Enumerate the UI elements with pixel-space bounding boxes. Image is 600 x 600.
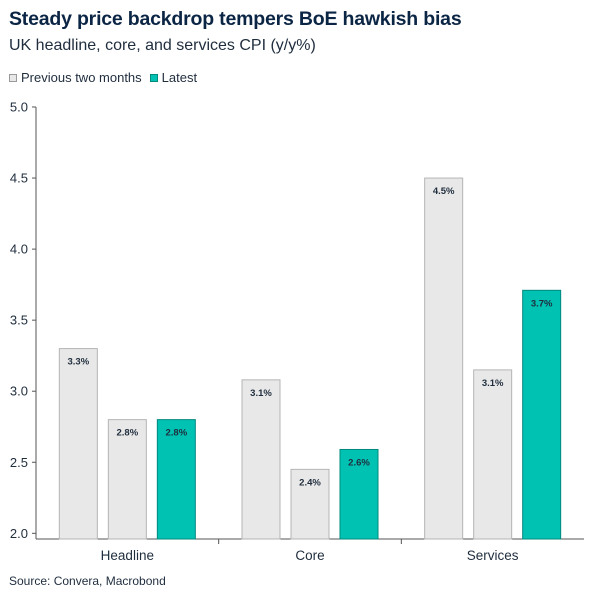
bar-data-label: 2.8% bbox=[166, 428, 188, 439]
bar-headline-previous-1 bbox=[58, 348, 98, 540]
legend-swatch-latest bbox=[149, 73, 158, 82]
bar-headline-previous-2 bbox=[107, 419, 147, 540]
bar-data-label: 4.5% bbox=[433, 186, 455, 197]
bar-data-label: 2.6% bbox=[348, 457, 370, 468]
bar-data-label: 3.7% bbox=[531, 298, 553, 309]
y-tick-label: 2.5 bbox=[10, 455, 28, 470]
y-tick-label: 2.0 bbox=[10, 526, 28, 541]
legend-swatch-previous bbox=[9, 73, 17, 82]
bar-headline-latest bbox=[156, 419, 196, 540]
bar-data-label: 2.4% bbox=[299, 477, 321, 488]
y-tick-label: 4.0 bbox=[10, 242, 28, 257]
bar-data-label: 3.1% bbox=[482, 378, 504, 389]
source-note: Source: Convera, Macrobond bbox=[9, 574, 166, 588]
legend-item-previous: Previous two months bbox=[9, 70, 142, 85]
chart-title: Steady price backdrop tempers BoE hawkis… bbox=[9, 8, 462, 30]
bar-services-previous-1 bbox=[424, 177, 464, 540]
chart-subtitle: UK headline, core, and services CPI (y/y… bbox=[9, 37, 316, 54]
x-tick-label-headline: Headline bbox=[101, 548, 154, 563]
legend-item-latest: Latest bbox=[149, 70, 198, 85]
bar-data-label: 3.1% bbox=[250, 388, 272, 399]
x-tick-label-core: Core bbox=[295, 548, 324, 563]
bar-data-label: 2.8% bbox=[117, 428, 139, 439]
legend-label-previous: Previous two months bbox=[21, 70, 142, 85]
bar-core-latest bbox=[339, 448, 379, 540]
legend-label-latest: Latest bbox=[161, 70, 198, 85]
bar-core-previous-2 bbox=[290, 468, 330, 540]
x-tick-label-services: Services bbox=[467, 548, 519, 563]
y-tick-label: 3.0 bbox=[10, 384, 28, 399]
y-tick-label: 4.5 bbox=[10, 171, 28, 186]
bar-services-previous-2 bbox=[473, 369, 513, 540]
bar-services-latest bbox=[522, 289, 562, 540]
legend: Previous two months Latest bbox=[9, 70, 205, 85]
y-tick-label: 3.5 bbox=[10, 313, 28, 328]
y-tick-label: 5.0 bbox=[10, 100, 28, 115]
bar-data-label: 3.3% bbox=[68, 357, 90, 368]
bar-core-previous-1 bbox=[241, 379, 281, 540]
